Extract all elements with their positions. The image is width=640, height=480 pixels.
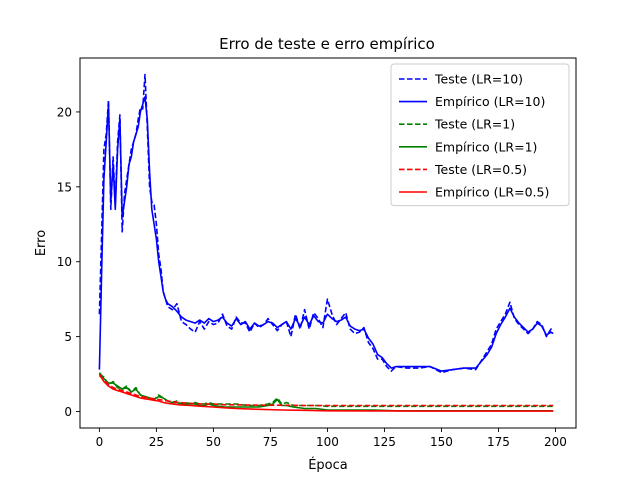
x-axis: 0 25 50 75 100 125 150 175 200 <box>96 428 567 449</box>
x-tick-label: 200 <box>544 435 567 449</box>
x-tick-label: 75 <box>263 435 278 449</box>
y-tick-label: 0 <box>64 405 72 419</box>
x-tick-label: 150 <box>430 435 453 449</box>
x-tick-label: 100 <box>316 435 339 449</box>
legend-label-5: Empírico (LR=0.5) <box>435 185 549 200</box>
x-tick-label: 175 <box>487 435 510 449</box>
legend-label-3: Empírico (LR=1) <box>435 139 537 154</box>
x-tick-label: 0 <box>96 435 104 449</box>
y-tick-label: 5 <box>64 330 72 344</box>
series-line-5 <box>98 373 554 412</box>
x-axis-label: Época <box>308 457 348 473</box>
y-axis: 0 5 10 15 20 <box>57 105 80 419</box>
legend-box <box>390 63 570 207</box>
legend-label-1: Empírico (LR=10) <box>435 94 545 109</box>
axes-frame <box>79 57 577 429</box>
y-tick-label: 10 <box>57 255 72 269</box>
legend-label-4: Teste (LR=0.5) <box>434 162 527 177</box>
x-tick-label: 25 <box>149 435 164 449</box>
chart-title: Erro de teste e erro empírico <box>219 35 435 53</box>
y-tick-label: 15 <box>57 180 72 194</box>
series-line-4 <box>98 375 554 407</box>
y-axis-label: Erro <box>34 230 49 256</box>
legend-label-2: Teste (LR=1) <box>434 117 515 132</box>
legend-label-0: Teste (LR=10) <box>434 72 523 87</box>
series-line-1 <box>98 96 554 372</box>
legend: Teste (LR=10) Empírico (LR=10) Teste (LR=1… <box>390 63 570 207</box>
y-tick-label: 20 <box>57 105 72 119</box>
x-tick-label: 125 <box>373 435 396 449</box>
plot-area <box>98 73 554 412</box>
x-tick-label: 50 <box>206 435 221 449</box>
